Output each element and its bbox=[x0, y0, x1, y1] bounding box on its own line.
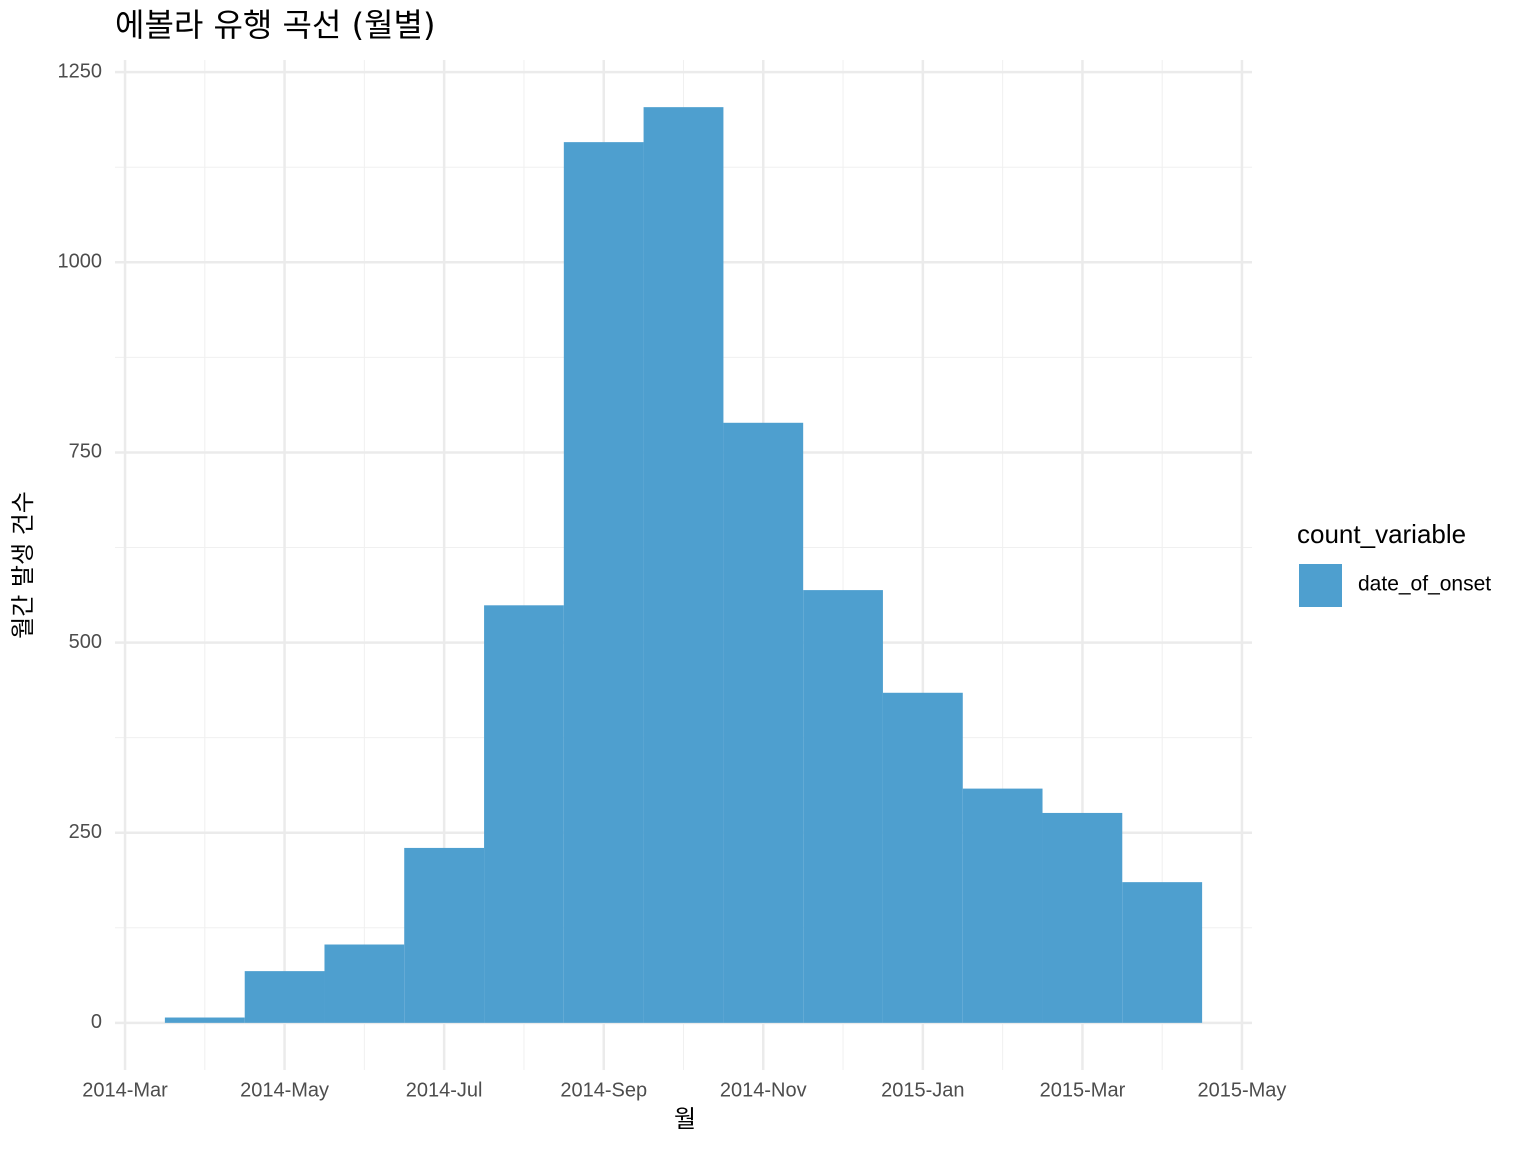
y-tick-label: 0 bbox=[91, 1011, 102, 1033]
bar bbox=[324, 944, 405, 1023]
y-tick-label: 250 bbox=[69, 821, 102, 843]
bar bbox=[563, 142, 644, 1023]
bar bbox=[803, 590, 883, 1023]
bar bbox=[723, 422, 804, 1023]
y-tick-label: 500 bbox=[69, 631, 102, 653]
chart-title: 에볼라 유행 곡선 (월별) bbox=[115, 6, 435, 44]
bar bbox=[1122, 882, 1203, 1023]
bar bbox=[164, 1017, 245, 1023]
legend-swatch bbox=[1299, 564, 1342, 607]
bar bbox=[244, 971, 325, 1023]
bar bbox=[962, 788, 1043, 1023]
x-tick-label: 2015-Mar bbox=[1040, 1079, 1126, 1101]
x-tick-label: 2014-May bbox=[240, 1079, 329, 1101]
x-tick-label: 2014-Mar bbox=[82, 1079, 168, 1101]
bar bbox=[643, 107, 724, 1023]
x-tick-label: 2014-Sep bbox=[560, 1079, 647, 1101]
bar bbox=[484, 605, 564, 1023]
y-tick-label: 1000 bbox=[58, 251, 103, 273]
bar bbox=[1042, 812, 1123, 1023]
legend-label: date_of_onset bbox=[1358, 573, 1491, 596]
y-tick-label: 1250 bbox=[58, 60, 103, 82]
bar bbox=[404, 847, 485, 1023]
x-axis-label: 월 bbox=[674, 1105, 696, 1133]
x-tick-label: 2015-Jan bbox=[881, 1079, 964, 1101]
y-axis-label: 월간 발생 건수 bbox=[9, 491, 37, 639]
y-tick-label: 750 bbox=[69, 441, 102, 463]
x-tick-label: 2014-Jul bbox=[406, 1079, 483, 1101]
x-tick-label: 2015-May bbox=[1197, 1079, 1286, 1101]
x-tick-label: 2014-Nov bbox=[720, 1079, 807, 1101]
bar bbox=[882, 692, 963, 1023]
legend-title: count_variable bbox=[1297, 519, 1466, 549]
